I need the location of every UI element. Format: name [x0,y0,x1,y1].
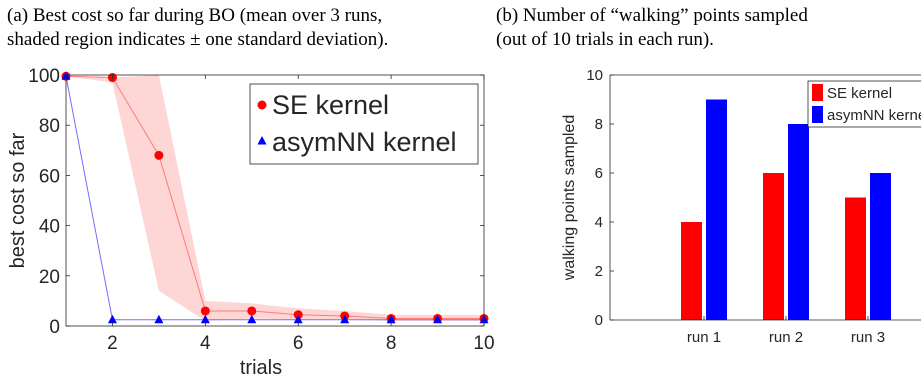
caption-a: (a) Best cost so far during BO (mean ove… [7,4,388,52]
se-kernel-bar [681,222,702,320]
plot-a-y-tick-label: 0 [49,317,60,338]
asymnn-kernel-point [386,314,396,324]
asymnn-kernel-point [107,314,117,324]
se-kernel-point [154,150,164,160]
plot-a-legend-se-marker [257,100,267,110]
asymnn-kernel-point [340,314,350,324]
plot-b-legend-se-label: SE kernel [827,85,892,102]
plot-b-x-tick-label: run 3 [851,329,885,346]
plot-a-frame [65,74,485,327]
plot-a-y-tick-label: 100 [28,66,60,87]
asymnn-kernel-point [154,314,164,324]
plot-a-y-tick-label: 20 [39,267,60,288]
plot-b-y-tick-label: 10 [586,67,603,84]
se-kernel-line [65,75,484,319]
se-kernel-point [293,310,303,320]
plot-a-y-tick-label: 80 [39,116,60,137]
plot-b-legend-asymnn-swatch [812,106,823,123]
plot-a-x-tick-label: 4 [200,333,211,354]
se-kernel-bar [845,197,866,320]
se-std-band [66,75,484,321]
plot-a-legend-se-label: SE kernel [272,90,389,120]
plot-b-x-tick-label: run 1 [687,329,721,346]
asymnn-kernel-bar [788,124,809,320]
plot-b-y-tick-label: 4 [595,214,603,231]
caption-a-line-2: shaded region indicates ± one standard d… [7,29,389,50]
plot-a-x-tick-label: 2 [107,333,118,354]
asymnn-kernel-point [293,314,303,324]
plot-a-x-axis-label: trials [240,357,282,375]
se-kernel-point [200,306,210,316]
asymnn-kernel-bar [870,173,891,320]
plot-a-y-tick-label: 60 [39,166,60,187]
plot-a-x-tick-label: 8 [386,333,397,354]
se-kernel-bar [763,173,784,320]
plot-a-legend-box [249,83,479,165]
asymnn-kernel-point [200,314,210,324]
asymnn-kernel-bar [706,99,727,320]
plot-b-y-tick-label: 6 [595,165,603,182]
asymnn-kernel-line [65,76,484,321]
plot-b-y-tick-label: 2 [595,263,603,280]
plot-b-legend-se-swatch [812,84,823,101]
plot-a-legend-asymnn-label: asymNN kernel [272,127,457,157]
asymnn-kernel-point [433,314,443,324]
plot-a-y-tick-label: 40 [39,217,60,238]
plot-b-legend-box [807,80,921,128]
plot-b-legend-asymnn-label: asymNN kernel [827,107,921,124]
plot-a-y-axis-label: best cost so far [7,132,29,268]
caption-b-line-1: (b) Number of “walking” points sampled [496,5,808,26]
plot-a-legend-asymnn-marker [257,136,267,145]
plot-a-x-tick-label: 6 [293,333,304,354]
caption-b-line-2: (out of 10 trials in each run). [496,29,714,50]
plot-b-y-tick-label: 0 [595,312,603,329]
caption-b: (b) Number of “walking” points sampled (… [496,4,808,52]
se-kernel-point [247,306,257,316]
plot-b-y-tick-label: 8 [595,116,603,133]
plot-b-y-axis-label: walking points sampled [561,115,578,281]
caption-a-line-1: (a) Best cost so far during BO (mean ove… [7,5,383,26]
plot-a-x-tick-label: 10 [473,333,494,354]
plot-b-x-tick-label: run 2 [769,329,803,346]
asymnn-kernel-point [247,314,257,324]
